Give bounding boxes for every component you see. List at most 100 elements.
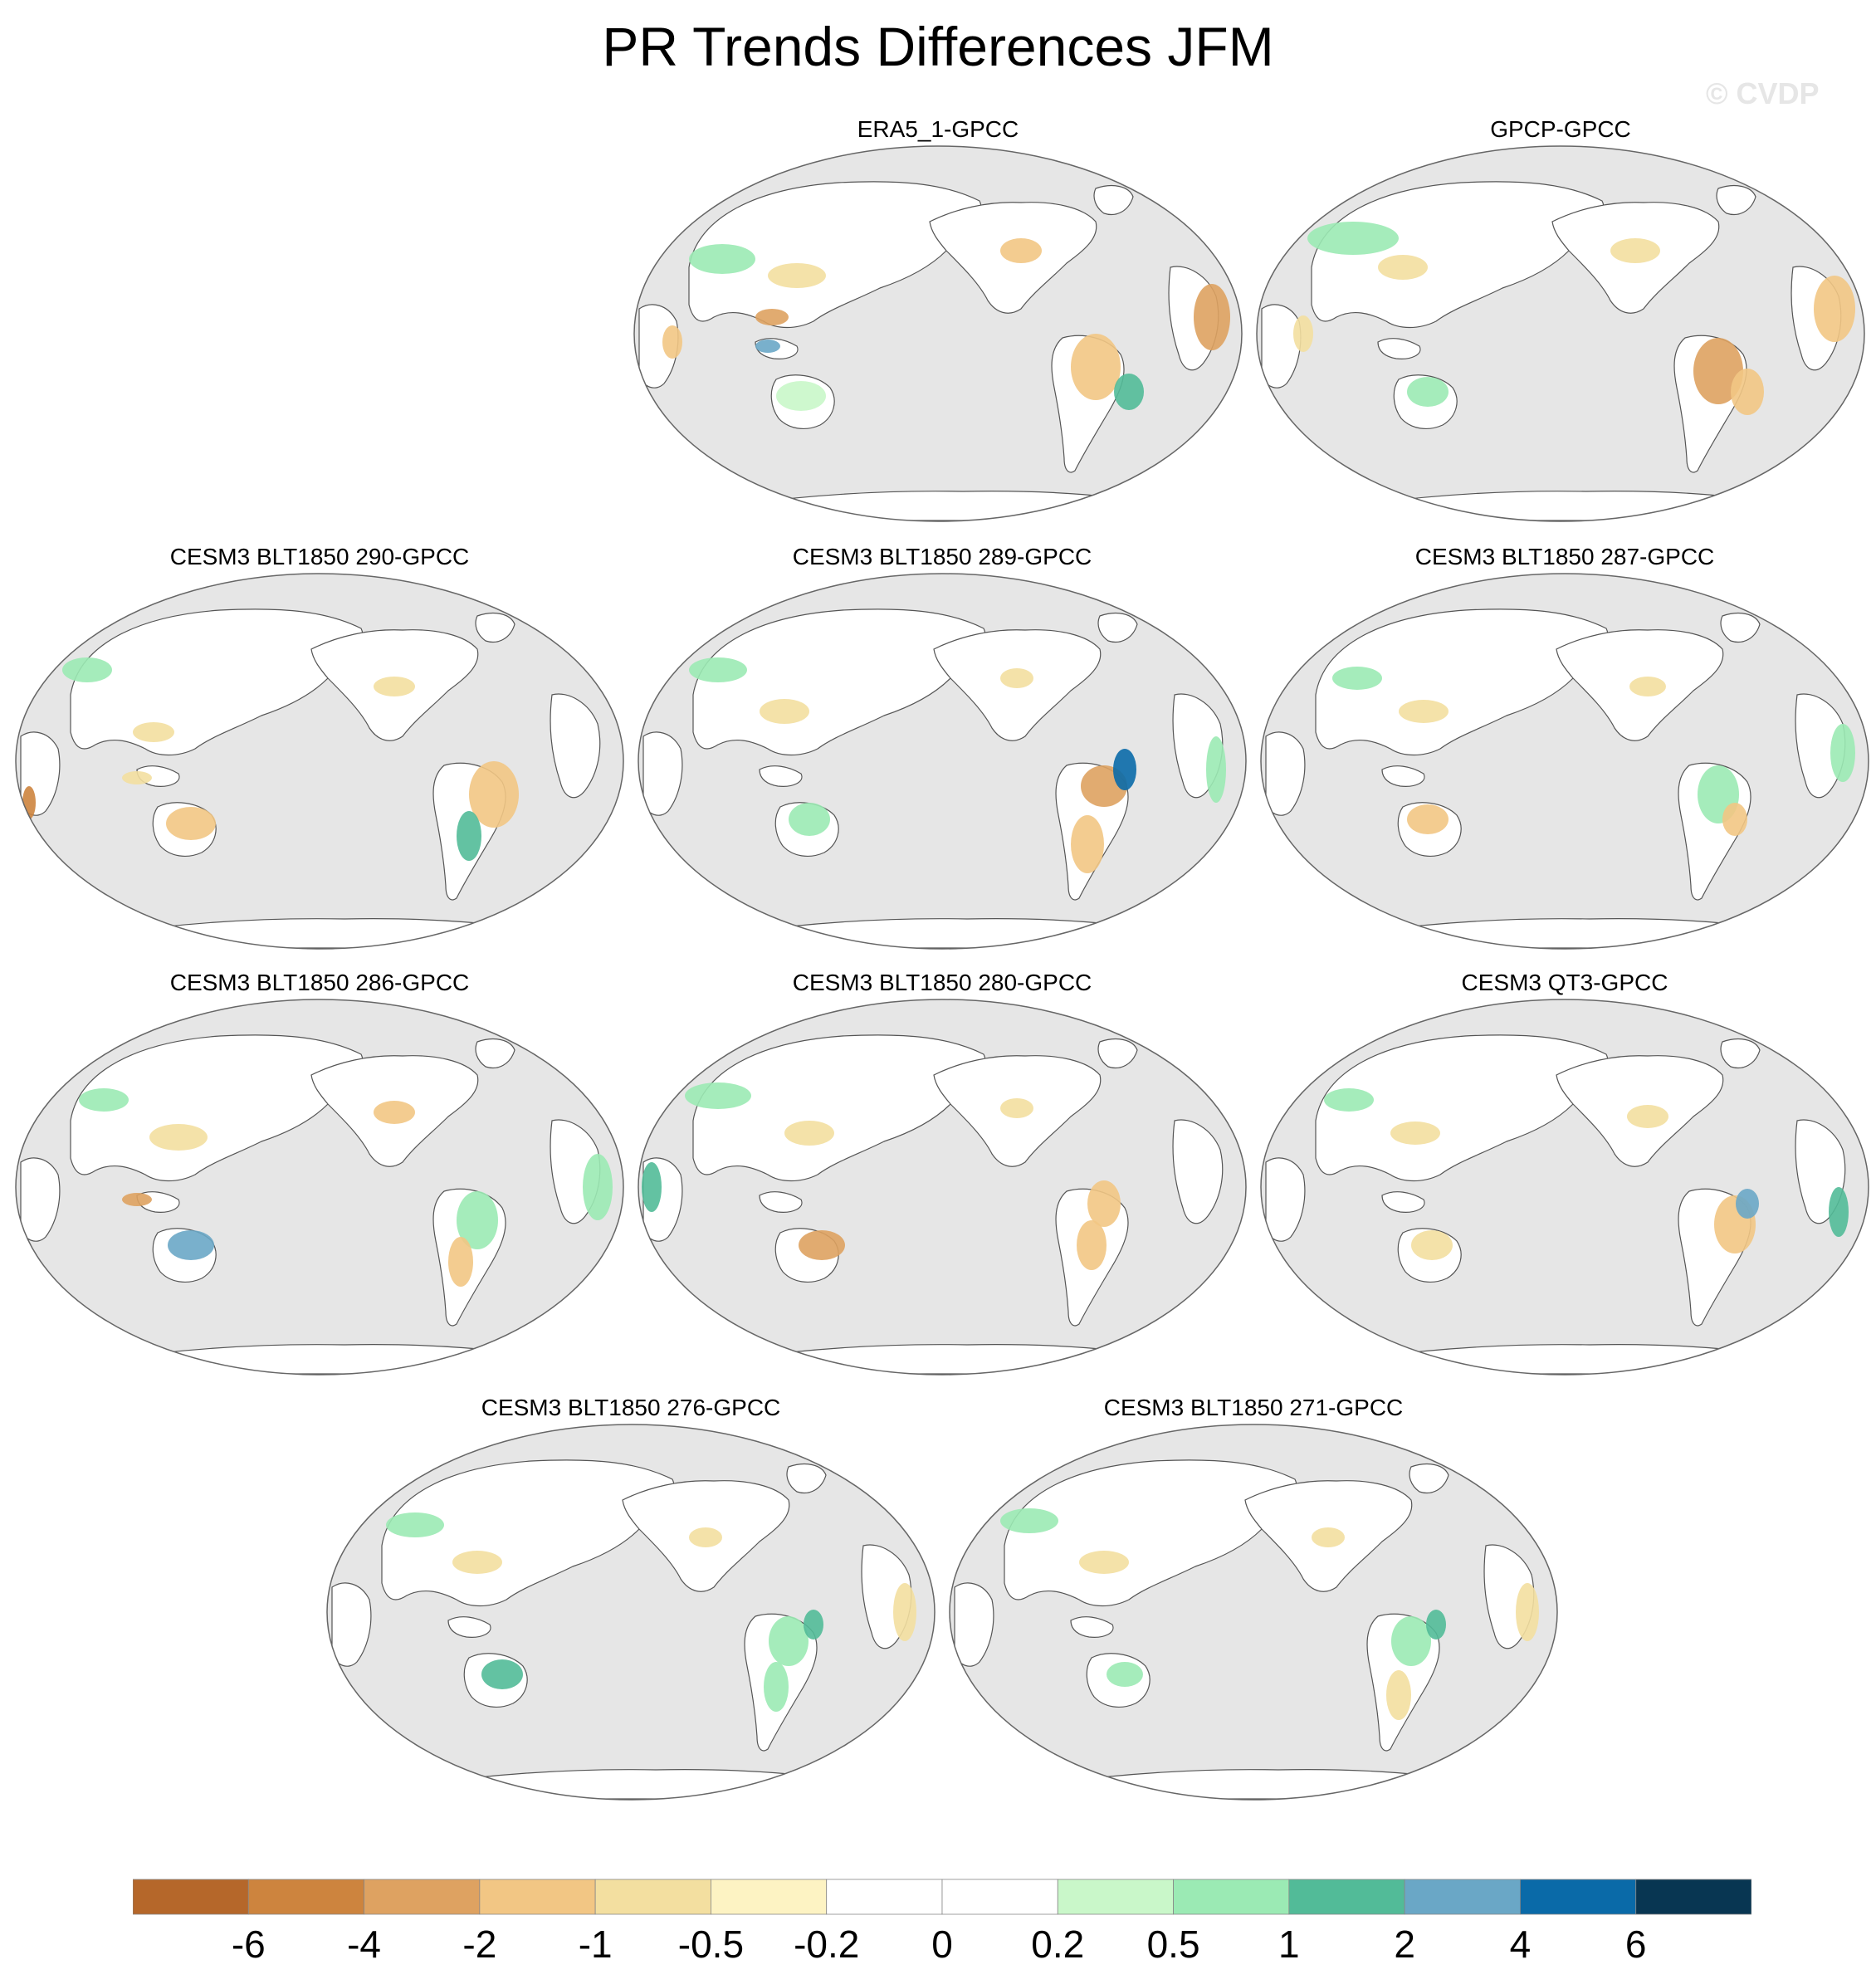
trend-anomaly	[1307, 222, 1399, 255]
colorbar-segment	[1057, 1879, 1174, 1915]
land-mass	[1377, 338, 1421, 359]
land-mass	[1720, 613, 1761, 643]
world-map	[638, 999, 1247, 1376]
colorbar-tick-label: -2	[462, 1923, 497, 1966]
trend-anomaly	[149, 1124, 208, 1151]
trend-anomaly	[1206, 736, 1226, 803]
colorbar-tick-label: 0.2	[1031, 1923, 1085, 1966]
trend-anomaly	[1411, 1230, 1453, 1260]
trend-anomaly	[689, 657, 747, 682]
trend-anomaly	[1071, 815, 1104, 873]
trend-anomaly	[662, 325, 682, 359]
trend-anomaly	[1000, 1098, 1033, 1118]
land-mass	[716, 918, 1175, 949]
colorbar-segment	[479, 1879, 596, 1915]
land-mass	[94, 1344, 553, 1375]
trend-anomaly	[1693, 338, 1743, 404]
colorbar-tick-label: 0.5	[1146, 1923, 1200, 1966]
panel-title: CESM3 BLT1850 290-GPCC	[169, 544, 470, 569]
colorbar-segment	[711, 1879, 828, 1915]
trend-anomaly	[448, 1237, 473, 1287]
trend-anomaly	[1087, 1180, 1121, 1227]
trend-anomaly	[1000, 1508, 1058, 1533]
trend-anomaly	[1407, 804, 1449, 834]
trend-anomaly	[1829, 1187, 1849, 1237]
map-panel: CESM3 BLT1850 280-GPCC	[635, 970, 1249, 1385]
trend-anomaly	[784, 1121, 834, 1146]
trend-anomaly	[1324, 1088, 1374, 1112]
colorbar-segment	[1404, 1879, 1521, 1915]
trend-anomaly	[22, 786, 36, 819]
land-mass	[1093, 185, 1134, 215]
colorbar-tick-label: -0.2	[794, 1923, 860, 1966]
world-map	[1260, 573, 1869, 950]
world-map	[949, 1424, 1558, 1801]
trend-anomaly	[689, 244, 755, 274]
colorbar-tick-label: 2	[1394, 1923, 1415, 1966]
trend-anomaly	[760, 699, 809, 724]
map-border	[326, 1424, 936, 1801]
trend-anomaly	[1399, 700, 1449, 723]
trend-anomaly	[133, 722, 174, 742]
colorbar-tick-label: 4	[1509, 1923, 1532, 1966]
trend-anomaly	[469, 761, 519, 828]
trend-anomaly	[1736, 1189, 1759, 1219]
trend-anomaly	[1077, 1220, 1107, 1270]
trend-anomaly	[1194, 284, 1230, 350]
panel-title: GPCP-GPCC	[1490, 116, 1631, 142]
trend-anomaly	[1293, 315, 1313, 352]
land-mass	[1265, 731, 1306, 816]
trend-anomaly	[1386, 1670, 1411, 1720]
land-mass	[786, 1464, 827, 1493]
world-map	[15, 999, 624, 1376]
trend-anomaly	[583, 1154, 613, 1220]
trend-anomaly	[804, 1610, 823, 1639]
map-panel: ERA5_1-GPCC	[631, 116, 1245, 531]
land-mass	[1070, 1616, 1114, 1638]
land-mass	[1311, 181, 1605, 329]
map-panel: GPCP-GPCC	[1253, 116, 1868, 531]
world-map	[15, 573, 624, 950]
land-mass	[1381, 1191, 1425, 1213]
trend-anomaly	[1731, 369, 1764, 415]
land-mass	[1097, 613, 1138, 643]
land-mass	[1028, 1769, 1487, 1800]
trend-anomaly	[893, 1583, 916, 1641]
colorbar-tick-label: -4	[347, 1923, 382, 1966]
land-mass	[70, 608, 364, 756]
map-border	[949, 1424, 1558, 1801]
world-map	[326, 1424, 936, 1801]
land-mass	[1381, 765, 1425, 787]
colorbar-segment	[1173, 1879, 1290, 1915]
trend-anomaly	[689, 1527, 722, 1547]
land-mass	[716, 1344, 1175, 1375]
trend-anomaly	[1071, 334, 1121, 400]
map-panel: CESM3 BLT1850 286-GPCC	[12, 970, 627, 1385]
land-mass	[475, 613, 515, 643]
trend-anomaly	[1722, 803, 1747, 836]
colorbar-tick-label: -1	[578, 1923, 613, 1966]
map-border	[1260, 573, 1869, 950]
map-panel: CESM3 BLT1850 271-GPCC	[946, 1395, 1561, 1810]
land-mass	[1795, 693, 1846, 799]
map-panel: CESM3 BLT1850 289-GPCC	[635, 544, 1249, 959]
trend-anomaly	[374, 677, 415, 696]
trend-anomaly	[1378, 255, 1428, 280]
land-mass	[642, 731, 683, 816]
land-mass	[1004, 1459, 1297, 1607]
trend-anomaly	[1610, 238, 1660, 263]
trend-anomaly	[1107, 1662, 1143, 1687]
trend-anomaly	[1079, 1551, 1129, 1574]
map-border	[15, 573, 624, 950]
trend-anomaly	[1516, 1583, 1539, 1641]
panel-title: CESM3 QT3-GPCC	[1461, 970, 1668, 995]
land-mass	[331, 1582, 372, 1667]
world-map	[638, 573, 1247, 950]
land-mass	[1097, 1038, 1138, 1068]
trend-anomaly	[1830, 724, 1855, 782]
trend-anomaly	[769, 1616, 809, 1666]
land-mass	[381, 1459, 675, 1607]
cvdp-watermark: © CVDP	[1706, 76, 1820, 110]
trend-anomaly	[457, 811, 481, 861]
trend-anomaly	[457, 1191, 498, 1249]
